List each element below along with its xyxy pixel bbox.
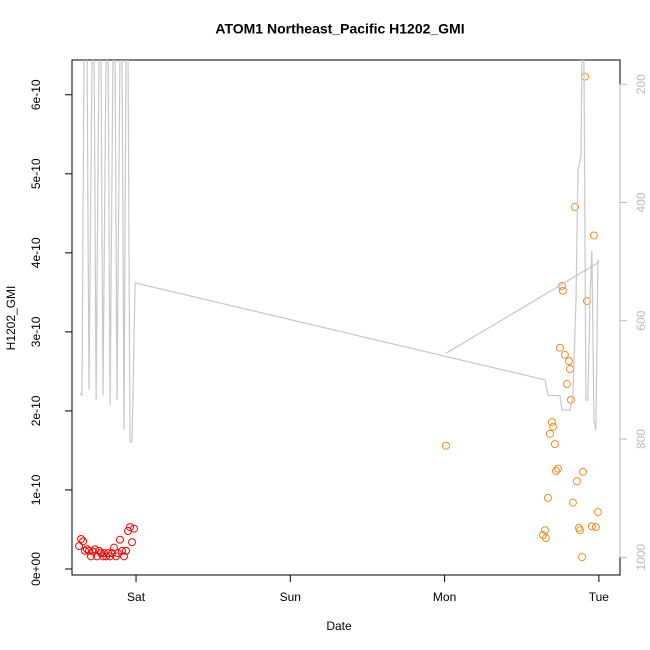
point: [553, 464, 562, 473]
point: [551, 466, 560, 475]
point: [77, 534, 86, 543]
x-tick-label: Tue: [589, 590, 610, 604]
point: [109, 543, 118, 552]
point: [580, 72, 589, 81]
point: [75, 542, 84, 551]
point: [572, 477, 581, 486]
point: [126, 523, 135, 532]
line: [79, 60, 600, 443]
point: [88, 547, 97, 556]
y-tick-label: 3e-10: [29, 316, 43, 347]
x-axis-label: Date: [326, 619, 352, 633]
point: [128, 538, 137, 547]
point: [115, 535, 124, 544]
y-tick-label: 4e-10: [29, 237, 43, 268]
point: [558, 286, 567, 295]
point: [550, 440, 559, 449]
point: [575, 526, 584, 535]
point: [121, 546, 130, 555]
point: [94, 546, 103, 555]
y-tick-label: 5e-10: [29, 158, 43, 189]
point: [549, 422, 558, 431]
y2-tick-label: 800: [634, 429, 648, 449]
point: [578, 467, 587, 476]
y-tick-label: 2e-10: [29, 395, 43, 426]
point: [578, 553, 587, 562]
y2-tick-label: 600: [634, 310, 648, 330]
point: [119, 552, 128, 561]
point: [90, 545, 99, 554]
point: [564, 357, 573, 366]
y2-tick-label: 200: [634, 74, 648, 94]
point: [589, 231, 598, 240]
point: [555, 343, 564, 352]
point: [562, 380, 571, 389]
point: [86, 552, 95, 561]
y-axis-label: H1202_GMI: [4, 286, 18, 351]
point: [117, 546, 126, 555]
x-tick-label: Sun: [280, 590, 301, 604]
y2-tick-label: 1000: [634, 544, 648, 571]
plot-area: [75, 60, 602, 562]
point: [113, 549, 122, 558]
point: [566, 365, 575, 374]
y2-tick-label: 400: [634, 192, 648, 212]
point: [547, 417, 556, 426]
point: [560, 350, 569, 359]
chart-title: ATOM1 Northeast_Pacific H1202_GMI: [215, 21, 464, 37]
y-tick-label: 6e-10: [29, 79, 43, 110]
point: [593, 508, 602, 517]
point: [582, 297, 591, 306]
x-tick-label: Mon: [433, 590, 456, 604]
point: [587, 522, 596, 531]
x-tick-label: Sat: [127, 590, 146, 604]
point: [441, 441, 450, 450]
point: [591, 523, 600, 532]
point: [541, 526, 550, 535]
point: [79, 537, 88, 546]
point: [570, 203, 579, 212]
point: [543, 493, 552, 502]
y-tick-label: 0e+00: [29, 552, 43, 586]
point: [80, 546, 89, 555]
point: [130, 524, 139, 533]
point: [545, 429, 554, 438]
point: [568, 498, 577, 507]
point: [84, 546, 93, 555]
plot-frame: [71, 59, 621, 576]
point: [541, 534, 550, 543]
y-tick-label: 1e-10: [29, 474, 43, 505]
